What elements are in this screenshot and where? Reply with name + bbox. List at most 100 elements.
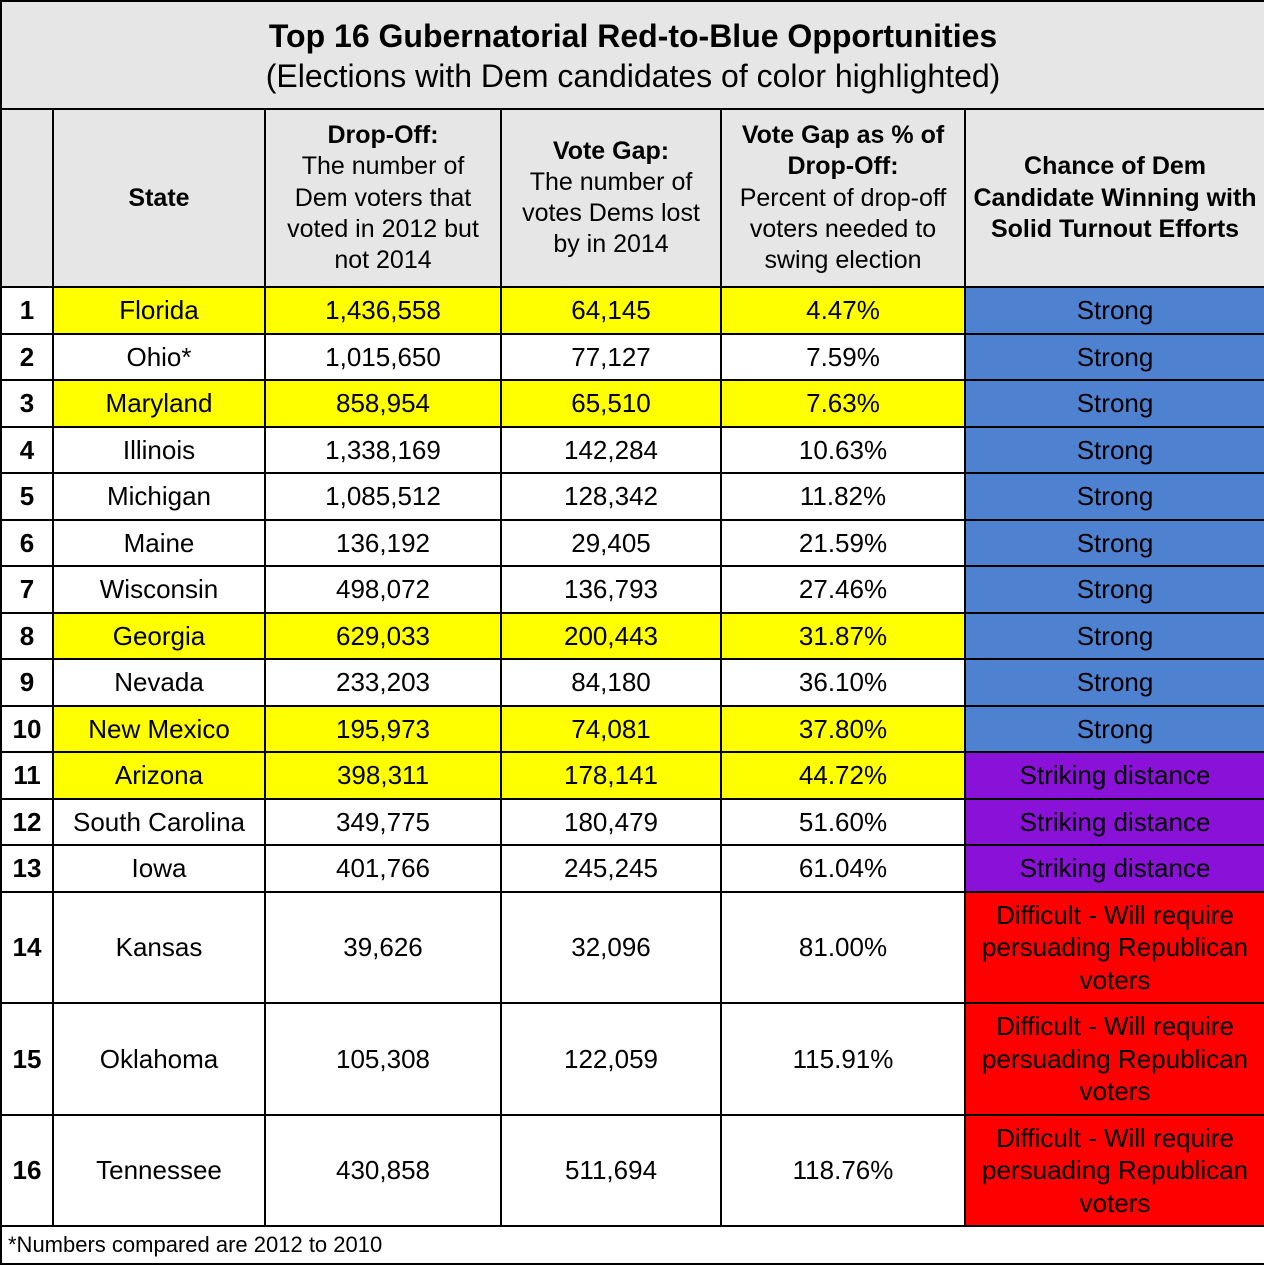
table-cell: 10 — [1, 706, 53, 753]
table-cell: 430,858 — [265, 1115, 501, 1227]
table-cell: 195,973 — [265, 706, 501, 753]
table-row: 13Iowa401,766245,24561.04%Striking dista… — [1, 845, 1264, 892]
table-cell: Michigan — [53, 473, 265, 520]
table-cell: 9 — [1, 659, 53, 706]
table-cell: 6 — [1, 520, 53, 567]
table-row: 2Ohio*1,015,65077,1277.59%Strong — [1, 334, 1264, 381]
table-cell: Strong — [965, 334, 1264, 381]
table-cell: Strong — [965, 380, 1264, 427]
col-header-dropoff: Drop-Off: The number of Dem voters that … — [265, 109, 501, 287]
table-cell: Florida — [53, 287, 265, 334]
table-cell: 11.82% — [721, 473, 965, 520]
table-cell: 15 — [1, 1003, 53, 1115]
table-cell: 44.72% — [721, 752, 965, 799]
table-cell: 401,766 — [265, 845, 501, 892]
table-cell: Strong — [965, 520, 1264, 567]
table-cell: 180,479 — [501, 799, 721, 846]
table-cell: 27.46% — [721, 566, 965, 613]
table-cell: 10.63% — [721, 427, 965, 474]
table-cell: 7 — [1, 566, 53, 613]
table-cell: Kansas — [53, 892, 265, 1004]
table-cell: 12 — [1, 799, 53, 846]
table-cell: 1 — [1, 287, 53, 334]
table-cell: Maine — [53, 520, 265, 567]
table-cell: Strong — [965, 613, 1264, 660]
table-row: 9Nevada233,20384,18036.10%Strong — [1, 659, 1264, 706]
col-header-chance: Chance of Dem Candidate Winning with Sol… — [965, 109, 1264, 287]
table-cell: Arizona — [53, 752, 265, 799]
table-row: 7Wisconsin498,072136,79327.46%Strong — [1, 566, 1264, 613]
table-cell: 32,096 — [501, 892, 721, 1004]
table-cell: 498,072 — [265, 566, 501, 613]
table-cell: 16 — [1, 1115, 53, 1227]
table-cell: 51.60% — [721, 799, 965, 846]
opportunities-table: Top 16 Gubernatorial Red-to-Blue Opportu… — [0, 0, 1264, 1265]
table-row: 11Arizona398,311178,14144.72%Striking di… — [1, 752, 1264, 799]
title-main: Top 16 Gubernatorial Red-to-Blue Opportu… — [269, 18, 997, 54]
table-cell: Striking distance — [965, 845, 1264, 892]
table-cell: 13 — [1, 845, 53, 892]
table-cell: Oklahoma — [53, 1003, 265, 1115]
table-cell: 858,954 — [265, 380, 501, 427]
table-cell: 11 — [1, 752, 53, 799]
table-cell: 64,145 — [501, 287, 721, 334]
table-cell: 105,308 — [265, 1003, 501, 1115]
table-row: 3Maryland858,95465,5107.63%Strong — [1, 380, 1264, 427]
col-header-chance-label: Chance of Dem Candidate Winning with Sol… — [972, 151, 1258, 245]
table-cell: 74,081 — [501, 706, 721, 753]
table-cell: 245,245 — [501, 845, 721, 892]
table-cell: 14 — [1, 892, 53, 1004]
table-cell: 37.80% — [721, 706, 965, 753]
table-cell: 4 — [1, 427, 53, 474]
table-wrapper: Top 16 Gubernatorial Red-to-Blue Opportu… — [0, 0, 1264, 1265]
table-cell: 233,203 — [265, 659, 501, 706]
table-cell: South Carolina — [53, 799, 265, 846]
table-cell: 136,192 — [265, 520, 501, 567]
table-cell: Georgia — [53, 613, 265, 660]
table-cell: Strong — [965, 566, 1264, 613]
table-cell: 136,793 — [501, 566, 721, 613]
table-cell: 629,033 — [265, 613, 501, 660]
table-cell: 7.63% — [721, 380, 965, 427]
table-cell: 4.47% — [721, 287, 965, 334]
col-header-gap-bold: Vote Gap: — [508, 136, 714, 167]
table-cell: Wisconsin — [53, 566, 265, 613]
table-cell: 36.10% — [721, 659, 965, 706]
table-row: 5Michigan1,085,512128,34211.82%Strong — [1, 473, 1264, 520]
title-row: Top 16 Gubernatorial Red-to-Blue Opportu… — [1, 1, 1264, 109]
table-cell: 1,338,169 — [265, 427, 501, 474]
table-cell: 3 — [1, 380, 53, 427]
table-row: 1Florida1,436,55864,1454.47%Strong — [1, 287, 1264, 334]
table-cell: 84,180 — [501, 659, 721, 706]
col-header-pct: Vote Gap as % of Drop-Off: Percent of dr… — [721, 109, 965, 287]
col-header-gap-text: The number of votes Dems lost by in 2014 — [522, 168, 700, 259]
table-cell: 77,127 — [501, 334, 721, 381]
title-sub: (Elections with Dem candidates of color … — [266, 58, 1001, 94]
table-row: 8Georgia629,033200,44331.87%Strong — [1, 613, 1264, 660]
table-cell: 142,284 — [501, 427, 721, 474]
table-cell: 81.00% — [721, 892, 965, 1004]
table-row: 6Maine136,19229,40521.59%Strong — [1, 520, 1264, 567]
table-row: 15Oklahoma105,308122,059115.91%Difficult… — [1, 1003, 1264, 1115]
table-cell: Iowa — [53, 845, 265, 892]
table-cell: 178,141 — [501, 752, 721, 799]
table-cell: 398,311 — [265, 752, 501, 799]
footnote-text: *Numbers compared are 2012 to 2010 — [1, 1226, 1264, 1264]
table-cell: 65,510 — [501, 380, 721, 427]
header-row: State Drop-Off: The number of Dem voters… — [1, 109, 1264, 287]
table-cell: 31.87% — [721, 613, 965, 660]
table-cell: 1,015,650 — [265, 334, 501, 381]
table-cell: 8 — [1, 613, 53, 660]
col-header-pct-bold: Vote Gap as % of Drop-Off: — [728, 120, 958, 183]
col-header-number — [1, 109, 53, 287]
table-cell: Difficult - Will require persuading Repu… — [965, 1003, 1264, 1115]
table-cell: 61.04% — [721, 845, 965, 892]
table-row: 10New Mexico195,97374,08137.80%Strong — [1, 706, 1264, 753]
table-cell: 349,775 — [265, 799, 501, 846]
table-cell: Strong — [965, 473, 1264, 520]
table-cell: Illinois — [53, 427, 265, 474]
table-cell: Maryland — [53, 380, 265, 427]
table-cell: 21.59% — [721, 520, 965, 567]
table-cell: 122,059 — [501, 1003, 721, 1115]
col-header-dropoff-text: The number of Dem voters that voted in 2… — [287, 152, 479, 274]
